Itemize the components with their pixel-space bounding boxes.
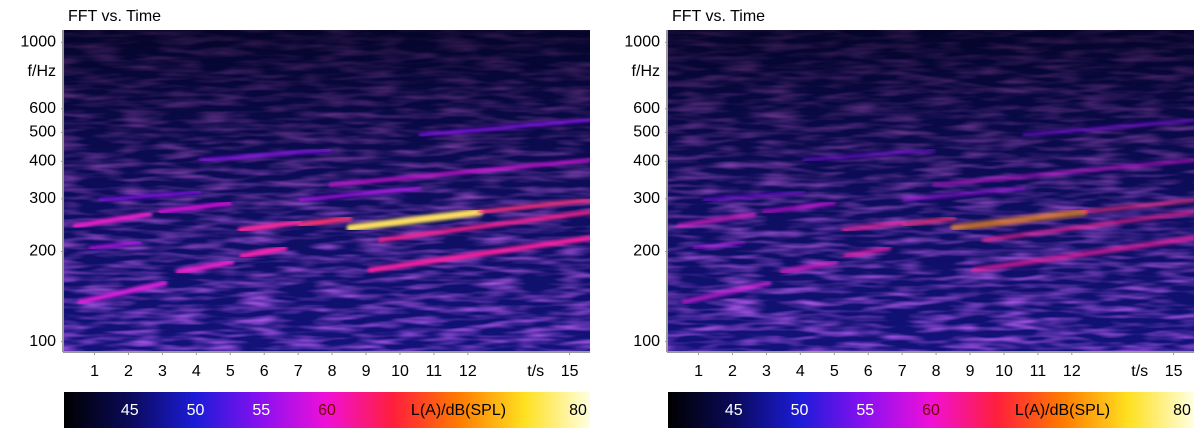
x-tick-label: 9 (362, 363, 371, 380)
y-axis-label: f/Hz (632, 63, 660, 80)
x-tick-label: 8 (932, 363, 941, 380)
colorbar-label: L(A)/dB(SPL) (411, 402, 506, 419)
plot-shade (668, 30, 1194, 351)
x-tick-label: 1 (90, 363, 99, 380)
y-tick-label: 300 (633, 190, 660, 207)
colorbar-tick-label: 50 (791, 402, 809, 419)
streak (802, 148, 936, 162)
x-tick-label: 3 (762, 363, 771, 380)
chart-title: FFT vs. Time (68, 8, 161, 25)
streak (702, 190, 806, 202)
streak (681, 280, 772, 305)
streak (841, 219, 907, 233)
colorbar-tick-label: 55 (856, 402, 874, 419)
x-tick-label: 5 (226, 363, 235, 380)
streak (98, 190, 202, 202)
streak (367, 235, 590, 273)
colorbar-tick-label: 45 (121, 402, 139, 419)
x-tick-label: 2 (124, 363, 133, 380)
colorbar (64, 392, 590, 428)
y-tick-label: 300 (29, 190, 56, 207)
streak (950, 208, 1088, 232)
y-tick-label: 1000 (20, 34, 56, 51)
plot-shade (64, 30, 590, 351)
x-tick-label: 15 (1165, 363, 1183, 380)
y-tick-label: 600 (633, 100, 660, 117)
streak (175, 259, 235, 275)
y-tick-label: 600 (29, 100, 56, 117)
streak (676, 211, 757, 229)
x-tick-label: 3 (158, 363, 167, 380)
x-tick-label: 7 (294, 363, 303, 380)
x-tick-label: 6 (260, 363, 269, 380)
streak (779, 259, 839, 275)
y-tick-label: 100 (29, 333, 56, 350)
streak (971, 235, 1194, 273)
y-tick-label: 200 (29, 243, 56, 260)
x-tick-label: 9 (966, 363, 975, 380)
colorbar-tick-label: 80 (569, 402, 587, 419)
colorbar-tick-label: 55 (252, 402, 270, 419)
streak (932, 158, 1194, 187)
streak (1082, 198, 1194, 214)
x-tick-label: 12 (459, 363, 477, 380)
streak (1022, 118, 1194, 137)
plot-area (64, 30, 590, 351)
streak (346, 208, 484, 232)
streak (843, 245, 892, 259)
streak (901, 215, 957, 228)
streak (378, 210, 590, 242)
chart-title: FFT vs. Time (672, 8, 765, 25)
colorbar-tick-label: 80 (1173, 402, 1191, 419)
y-tick-label: 400 (633, 153, 660, 170)
x-tick-label: 7 (898, 363, 907, 380)
y-tick-label: 200 (633, 243, 660, 260)
x-tick-label: 5 (830, 363, 839, 380)
y-tick-label: 500 (29, 124, 56, 141)
streak (902, 186, 1026, 202)
streak (158, 201, 232, 214)
x-tick-label: 1 (694, 363, 703, 380)
streak (982, 210, 1194, 242)
x-tick-label: 12 (1063, 363, 1081, 380)
streak (478, 198, 590, 214)
y-axis-label: f/Hz (28, 63, 56, 80)
y-tick-label: 1000 (624, 34, 660, 51)
streak (237, 219, 303, 233)
colorbar-label: L(A)/dB(SPL) (1015, 402, 1110, 419)
colorbar-tick-label: 60 (922, 402, 940, 419)
x-tick-label: 11 (1030, 363, 1047, 380)
x-tick-label: 4 (192, 363, 201, 380)
streak (88, 240, 142, 250)
x-tick-label: 15 (561, 363, 579, 380)
streak (762, 201, 836, 214)
streak (77, 280, 168, 305)
x-axis-label: t/s (527, 363, 544, 380)
colorbar (668, 392, 1194, 428)
colorbar-tick-label: 45 (725, 402, 743, 419)
streak (418, 118, 590, 137)
x-tick-label: 11 (426, 363, 443, 380)
streak (328, 158, 590, 187)
colorbar-tick-label: 50 (187, 402, 205, 419)
streak (297, 215, 353, 228)
y-tick-label: 400 (29, 153, 56, 170)
streak (198, 148, 332, 162)
x-axis-label: t/s (1131, 363, 1148, 380)
y-tick-label: 500 (633, 124, 660, 141)
x-tick-label: 2 (728, 363, 737, 380)
colorbar-tick-label: 60 (318, 402, 336, 419)
streak (298, 186, 422, 202)
y-tick-label: 100 (633, 333, 660, 350)
streak (72, 211, 153, 229)
streak (239, 245, 288, 259)
plot-area (668, 30, 1194, 351)
x-tick-label: 10 (391, 363, 409, 380)
x-tick-label: 10 (995, 363, 1013, 380)
x-tick-label: 8 (328, 363, 337, 380)
streak (692, 240, 746, 250)
x-tick-label: 4 (796, 363, 805, 380)
x-tick-label: 6 (864, 363, 873, 380)
